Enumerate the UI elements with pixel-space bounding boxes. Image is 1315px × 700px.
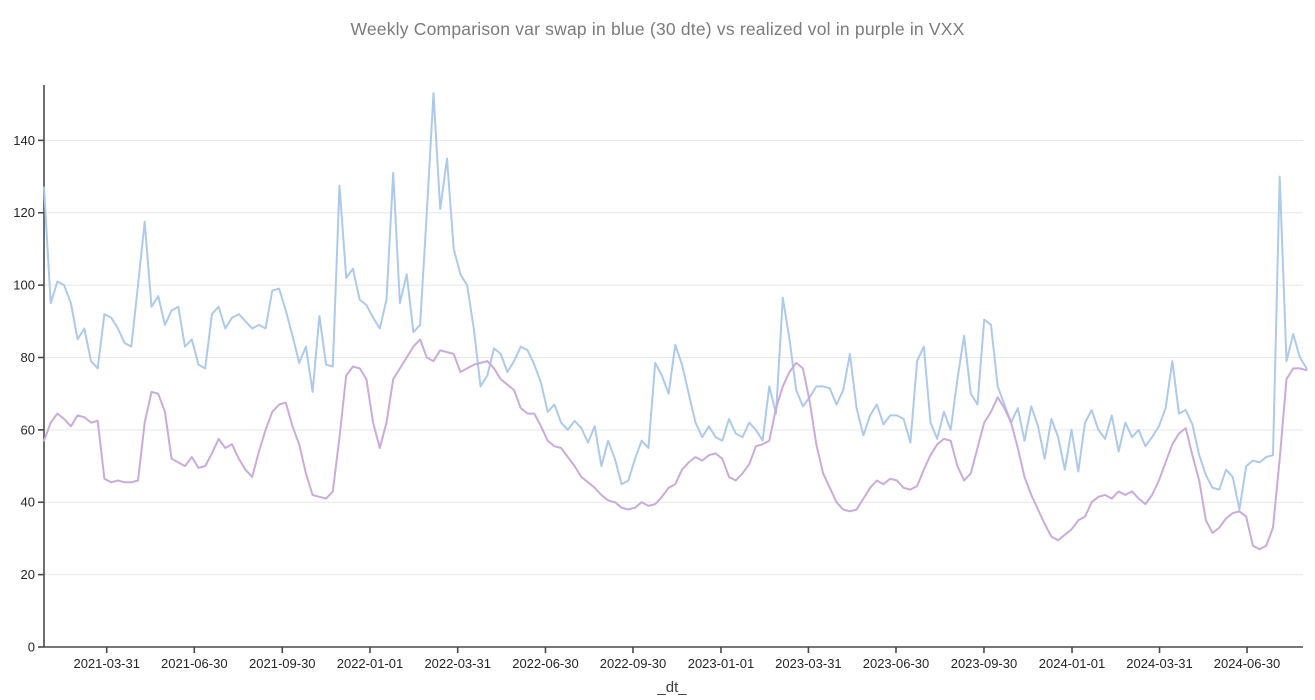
x-tick-label-2022-01-01: 2022-01-01 <box>337 656 404 671</box>
x-tick-label-2021-03-31: 2021-03-31 <box>73 656 140 671</box>
y-tick-label-100: 100 <box>13 278 35 293</box>
x-tick-label-2023-09-30: 2023-09-30 <box>951 656 1018 671</box>
x-tick-label-2023-03-31: 2023-03-31 <box>775 656 842 671</box>
y-tick-label-80: 80 <box>21 350 35 365</box>
x-tick-label-2024-03-31: 2024-03-31 <box>1126 656 1193 671</box>
y-tick-label-20: 20 <box>21 567 35 582</box>
x-tick-label-2023-01-01: 2023-01-01 <box>688 656 755 671</box>
x-axis-title: _dt_ <box>657 679 687 696</box>
x-tick-label-2023-06-30: 2023-06-30 <box>863 656 930 671</box>
y-tick-label-0: 0 <box>28 640 35 655</box>
realized-vol-line <box>43 338 1308 551</box>
x-tick-label-2022-06-30: 2022-06-30 <box>512 656 579 671</box>
y-tick-label-120: 120 <box>13 205 35 220</box>
y-tick-label-60: 60 <box>21 422 35 437</box>
x-tick-label-2021-06-30: 2021-06-30 <box>161 656 228 671</box>
x-tick-label-2021-09-30: 2021-09-30 <box>249 656 316 671</box>
chart-title: Weekly Comparison var swap in blue (30 d… <box>350 19 965 39</box>
y-tick-label-140: 140 <box>13 133 35 148</box>
y-tick-label-40: 40 <box>21 495 35 510</box>
x-tick-label-2022-09-30: 2022-09-30 <box>600 656 667 671</box>
x-tick-label-2024-01-01: 2024-01-01 <box>1039 656 1106 671</box>
var-swap-line <box>43 92 1308 511</box>
x-tick-label-2022-03-31: 2022-03-31 <box>424 656 491 671</box>
x-tick-label-2024-06-30: 2024-06-30 <box>1214 656 1281 671</box>
